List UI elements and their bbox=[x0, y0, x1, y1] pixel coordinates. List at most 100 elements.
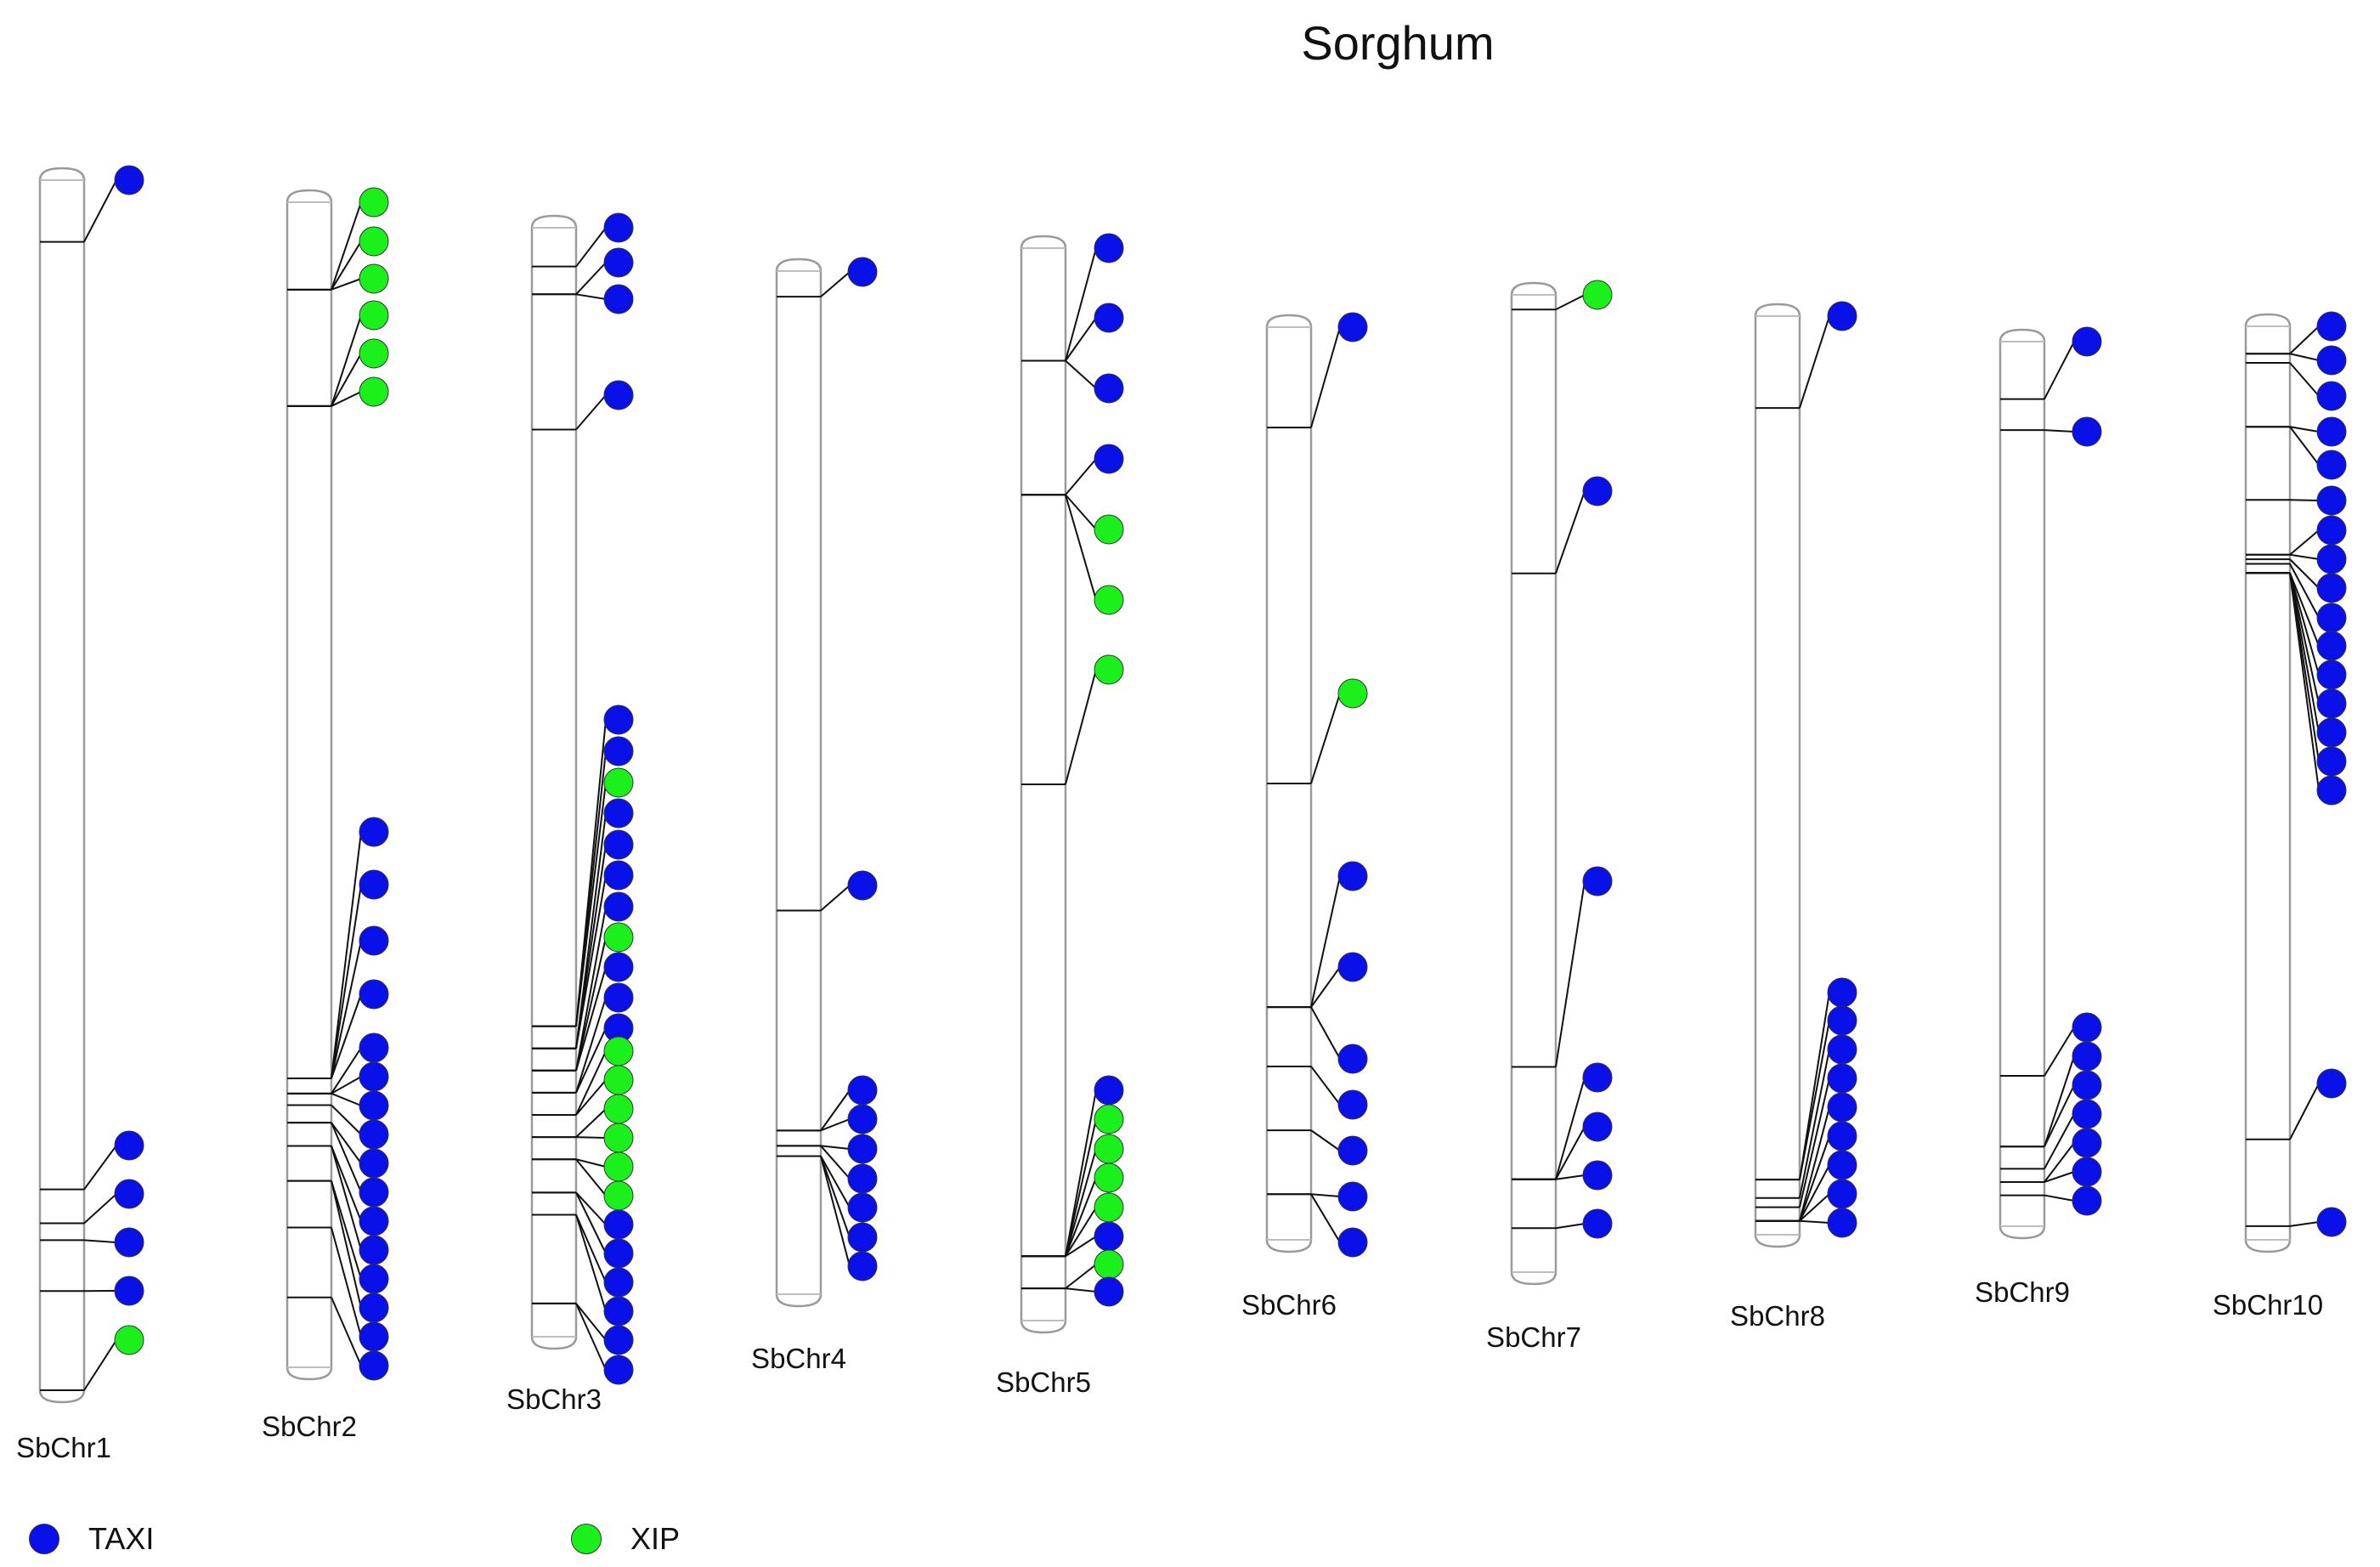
gene-marker-xip bbox=[603, 1180, 634, 1211]
gene-connector bbox=[331, 353, 362, 407]
chromosome-sbchr4 bbox=[775, 257, 878, 1308]
gene-connector bbox=[1065, 1236, 1097, 1258]
gene-connector bbox=[1065, 247, 1097, 361]
gene-marker-taxi bbox=[359, 869, 389, 900]
chromosome-sbchr10 bbox=[2244, 311, 2347, 1253]
gene-marker-xip bbox=[359, 300, 389, 331]
gene-marker-xip bbox=[1094, 1249, 1124, 1280]
gene-marker-taxi bbox=[359, 1119, 389, 1150]
gene-marker-taxi bbox=[1582, 1112, 1613, 1142]
gene-marker-taxi bbox=[1582, 1160, 1613, 1191]
gene-marker-taxi bbox=[1337, 952, 1368, 982]
chromosome-sbchr8 bbox=[1754, 301, 1857, 1248]
gene-marker-taxi bbox=[1337, 1135, 1368, 1166]
gene-marker-taxi bbox=[2316, 573, 2347, 603]
gene-marker-taxi bbox=[359, 979, 389, 1010]
gene-marker-taxi bbox=[1827, 1005, 1857, 1036]
gene-marker-taxi bbox=[1827, 1063, 1857, 1094]
gene-marker-taxi bbox=[603, 860, 634, 891]
gene-marker-taxi bbox=[2316, 602, 2347, 633]
gene-connector bbox=[1310, 326, 1341, 428]
gene-connector bbox=[575, 936, 607, 1072]
gene-marker-xip bbox=[603, 767, 634, 798]
gene-marker-xip bbox=[603, 1151, 634, 1182]
gene-marker-xip bbox=[1337, 678, 1368, 709]
gene-connector bbox=[1065, 1148, 1097, 1257]
gene-marker-xip bbox=[1094, 1104, 1124, 1134]
chromosome-sbchr2 bbox=[285, 187, 389, 1381]
gene-marker-taxi bbox=[1337, 861, 1368, 891]
chromosome-label: SbChr3 bbox=[506, 1383, 602, 1415]
gene-marker-taxi bbox=[1827, 1208, 1857, 1238]
gene-marker-taxi bbox=[603, 1355, 634, 1385]
gene-connector bbox=[83, 179, 117, 243]
gene-marker-taxi bbox=[1337, 1227, 1368, 1258]
gene-marker-xip bbox=[1094, 1163, 1124, 1193]
gene-connector bbox=[2289, 426, 2320, 466]
chromosome-sbchr1 bbox=[38, 165, 144, 1404]
gene-connector bbox=[331, 1146, 362, 1251]
gene-marker-taxi bbox=[2316, 515, 2347, 546]
gene-connector bbox=[1065, 1089, 1097, 1257]
gene-connector bbox=[2044, 429, 2075, 433]
gene-connector bbox=[2044, 1142, 2075, 1183]
gene-marker-xip bbox=[114, 1325, 144, 1355]
gene-connector bbox=[2289, 563, 2320, 619]
gene-connector bbox=[331, 993, 362, 1079]
gene-marker-taxi bbox=[2316, 688, 2347, 719]
gene-marker-taxi bbox=[1827, 1179, 1857, 1209]
legend-item-xip: XIP bbox=[571, 1521, 680, 1557]
gene-marker-taxi bbox=[1827, 1034, 1857, 1065]
gene-connector bbox=[331, 884, 362, 1079]
gene-connector bbox=[1555, 1174, 1586, 1180]
gene-marker-taxi bbox=[603, 1267, 634, 1298]
gene-marker-taxi bbox=[114, 165, 144, 195]
gene-marker-taxi bbox=[603, 380, 634, 410]
gene-connector bbox=[1310, 1193, 1341, 1197]
legend-item-taxi: TAXI bbox=[29, 1521, 154, 1557]
chromosome-label: SbChr6 bbox=[1241, 1289, 1337, 1321]
gene-marker-taxi bbox=[1827, 1150, 1857, 1180]
gene-connector bbox=[575, 906, 607, 1071]
gene-connector bbox=[2044, 341, 2075, 400]
gene-marker-xip bbox=[1094, 1134, 1124, 1164]
gene-connector bbox=[2044, 1084, 2075, 1147]
gene-marker-taxi bbox=[2316, 1207, 2347, 1237]
gene-marker-taxi bbox=[603, 891, 634, 922]
gene-connector bbox=[331, 1104, 362, 1135]
diagram-title: Sorghum bbox=[1301, 16, 1495, 70]
gene-marker-taxi bbox=[847, 870, 878, 901]
gene-marker-taxi bbox=[1094, 1221, 1124, 1252]
gene-connector bbox=[820, 885, 851, 912]
gene-connector bbox=[575, 1191, 607, 1225]
gene-connector bbox=[1555, 880, 1586, 1067]
gene-marker-xip bbox=[603, 1094, 634, 1124]
gene-connector bbox=[1065, 1177, 1097, 1257]
gene-marker-taxi bbox=[847, 1251, 878, 1281]
chromosome-sbchr3 bbox=[530, 212, 634, 1385]
gene-marker-taxi bbox=[2316, 746, 2347, 777]
gene-connector bbox=[2289, 553, 2320, 560]
gene-marker-taxi bbox=[847, 1222, 878, 1253]
gene-connector bbox=[2289, 572, 2320, 676]
gene-connector bbox=[1799, 315, 1830, 409]
gene-marker-taxi bbox=[603, 798, 634, 829]
gene-marker-taxi bbox=[1094, 1075, 1124, 1106]
gene-marker-taxi bbox=[359, 1206, 389, 1236]
gene-connector bbox=[2044, 1055, 2075, 1147]
gene-connector bbox=[1065, 494, 1097, 530]
gene-marker-taxi bbox=[1582, 476, 1613, 506]
gene-connector bbox=[1065, 458, 1097, 495]
gene-connector bbox=[1310, 1006, 1341, 1060]
gene-marker-taxi bbox=[359, 1235, 389, 1265]
gene-marker-taxi bbox=[847, 1075, 878, 1106]
gene-marker-taxi bbox=[603, 247, 634, 278]
gene-connector bbox=[2289, 529, 2320, 556]
gene-connector bbox=[1310, 1193, 1341, 1243]
gene-marker-taxi bbox=[359, 1148, 389, 1179]
chromosome-sbchr5 bbox=[1020, 233, 1124, 1334]
gene-connector bbox=[575, 1158, 607, 1196]
gene-marker-xip bbox=[1094, 514, 1124, 545]
